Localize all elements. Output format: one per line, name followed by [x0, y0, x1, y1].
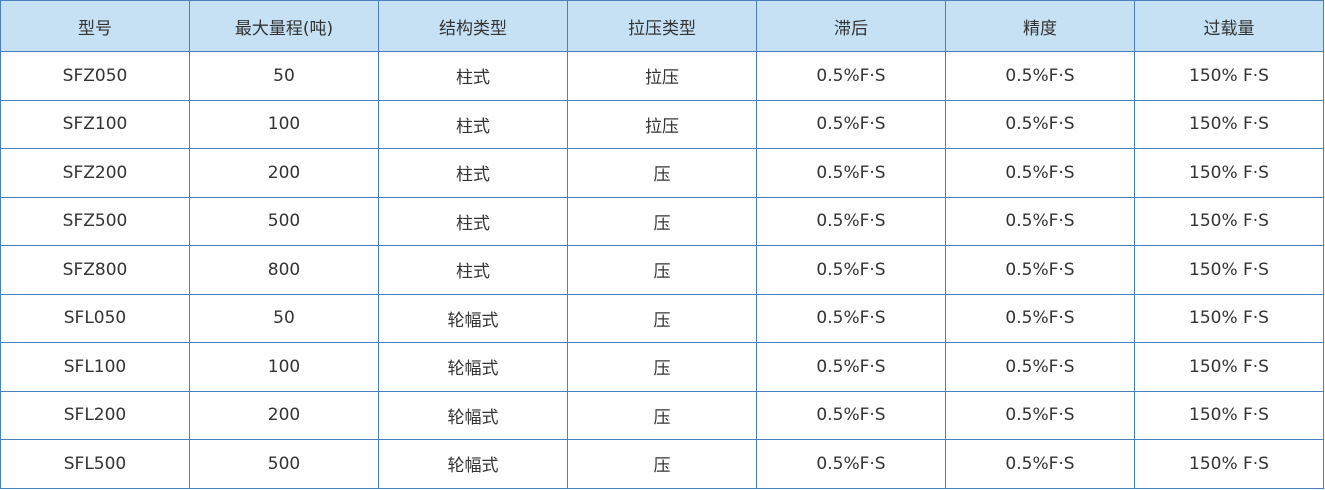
table-row: SFL200 200 轮幅式压 0.5%F·S 0.5%F·S 150% F·S	[0, 390, 1324, 440]
table-cell: 柱式	[378, 51, 568, 101]
table-cell: SFZ100	[0, 99, 190, 149]
table-cell: 150% F·S	[1134, 99, 1324, 149]
table-cell: 0.5%F·S	[756, 148, 946, 198]
table-cell: 轮幅式	[378, 342, 568, 392]
column-header: 拉压类型	[567, 0, 757, 52]
table-cell: 50	[189, 293, 379, 343]
table-cell: 500	[189, 196, 379, 246]
table-cell: 150% F·S	[1134, 293, 1324, 343]
table-row: SFL500 500 轮幅式压 0.5%F·S 0.5%F·S 150% F·S	[0, 439, 1324, 489]
table-row: SFZ500 500 柱式压 0.5%F·S 0.5%F·S 150% F·S	[0, 196, 1324, 246]
table-cell: 0.5%F·S	[756, 196, 946, 246]
table-row: SFL100 100 轮幅式压 0.5%F·S 0.5%F·S 150% F·S	[0, 342, 1324, 392]
table-row: SFZ100 100 柱式 拉压 0.5%F·S 0.5%F·S 150% F·S	[0, 99, 1324, 149]
table-cell: 柱式	[378, 245, 568, 295]
column-header: 最大量程(吨)	[189, 0, 379, 52]
column-header: 过载量	[1134, 0, 1324, 52]
table-cell: 0.5%F·S	[945, 390, 1135, 440]
table-cell: 0.5%F·S	[945, 342, 1135, 392]
table-cell: 轮幅式	[378, 390, 568, 440]
table-cell: SFZ050	[0, 51, 190, 101]
column-header: 型号	[0, 0, 190, 52]
table-cell: 压	[567, 342, 757, 392]
table-cell: 0.5%F·S	[945, 439, 1135, 489]
table-cell: 100	[189, 342, 379, 392]
table-cell: 150% F·S	[1134, 439, 1324, 489]
column-header: 滞后	[756, 0, 946, 52]
table-cell: SFL050	[0, 293, 190, 343]
table-cell: SFZ500	[0, 196, 190, 246]
table-cell: SFL100	[0, 342, 190, 392]
table-cell: 柱式	[378, 99, 568, 149]
table-cell: 100	[189, 99, 379, 149]
table-cell: 柱式	[378, 196, 568, 246]
table-cell: 200	[189, 390, 379, 440]
table-cell: 150% F·S	[1134, 51, 1324, 101]
table-cell: 压	[567, 439, 757, 489]
table-cell: 压	[567, 196, 757, 246]
table-cell: 压	[567, 390, 757, 440]
table-cell: 压	[567, 245, 757, 295]
table-cell: 150% F·S	[1134, 196, 1324, 246]
column-header: 精度	[945, 0, 1135, 52]
table-cell: 轮幅式	[378, 439, 568, 489]
table-cell: 0.5%F·S	[945, 293, 1135, 343]
table-cell: 压	[567, 293, 757, 343]
table-cell: 50	[189, 51, 379, 101]
table-cell: 0.5%F·S	[756, 99, 946, 149]
table-cell: 拉压	[567, 51, 757, 101]
table-cell: 150% F·S	[1134, 342, 1324, 392]
table-cell: SFZ200	[0, 148, 190, 198]
header-row: 型号 最大量程(吨) 结构类型 拉压类型 滞后 精度 过载量	[0, 0, 1324, 52]
table-cell: 柱式	[378, 148, 568, 198]
table-cell: 0.5%F·S	[756, 51, 946, 101]
table-cell: SFL200	[0, 390, 190, 440]
table-cell: 0.5%F·S	[756, 293, 946, 343]
table-cell: 800	[189, 245, 379, 295]
table-cell: 0.5%F·S	[756, 439, 946, 489]
table-cell: 150% F·S	[1134, 390, 1324, 440]
column-header: 结构类型	[378, 0, 568, 52]
table-cell: 0.5%F·S	[756, 342, 946, 392]
table-cell: 150% F·S	[1134, 148, 1324, 198]
table-cell: 0.5%F·S	[945, 196, 1135, 246]
table-cell: 0.5%F·S	[945, 51, 1135, 101]
table-cell: 200	[189, 148, 379, 198]
table-cell: SFZ800	[0, 245, 190, 295]
table-cell: 压	[567, 148, 757, 198]
table-cell: 轮幅式	[378, 293, 568, 343]
table-cell: 0.5%F·S	[945, 99, 1135, 149]
table-cell: 0.5%F·S	[756, 245, 946, 295]
table-cell: 500	[189, 439, 379, 489]
table-cell: 0.5%F·S	[756, 390, 946, 440]
table-row: SFL050 50 轮幅式压 0.5%F·S 0.5%F·S 150% F·S	[0, 293, 1324, 343]
table-cell: SFL500	[0, 439, 190, 489]
table-cell: 0.5%F·S	[945, 245, 1135, 295]
table-row: SFZ050 50 柱式 拉压 0.5%F·S 0.5%F·S 150% F·S	[0, 51, 1324, 101]
table-row: SFZ200 200 柱式压 0.5%F·S 0.5%F·S 150% F·S	[0, 148, 1324, 198]
table-cell: 150% F·S	[1134, 245, 1324, 295]
table-cell: 拉压	[567, 99, 757, 149]
table-row: SFZ800 800 柱式压 0.5%F·S 0.5%F·S 150% F·S	[0, 245, 1324, 295]
table-cell: 0.5%F·S	[945, 148, 1135, 198]
